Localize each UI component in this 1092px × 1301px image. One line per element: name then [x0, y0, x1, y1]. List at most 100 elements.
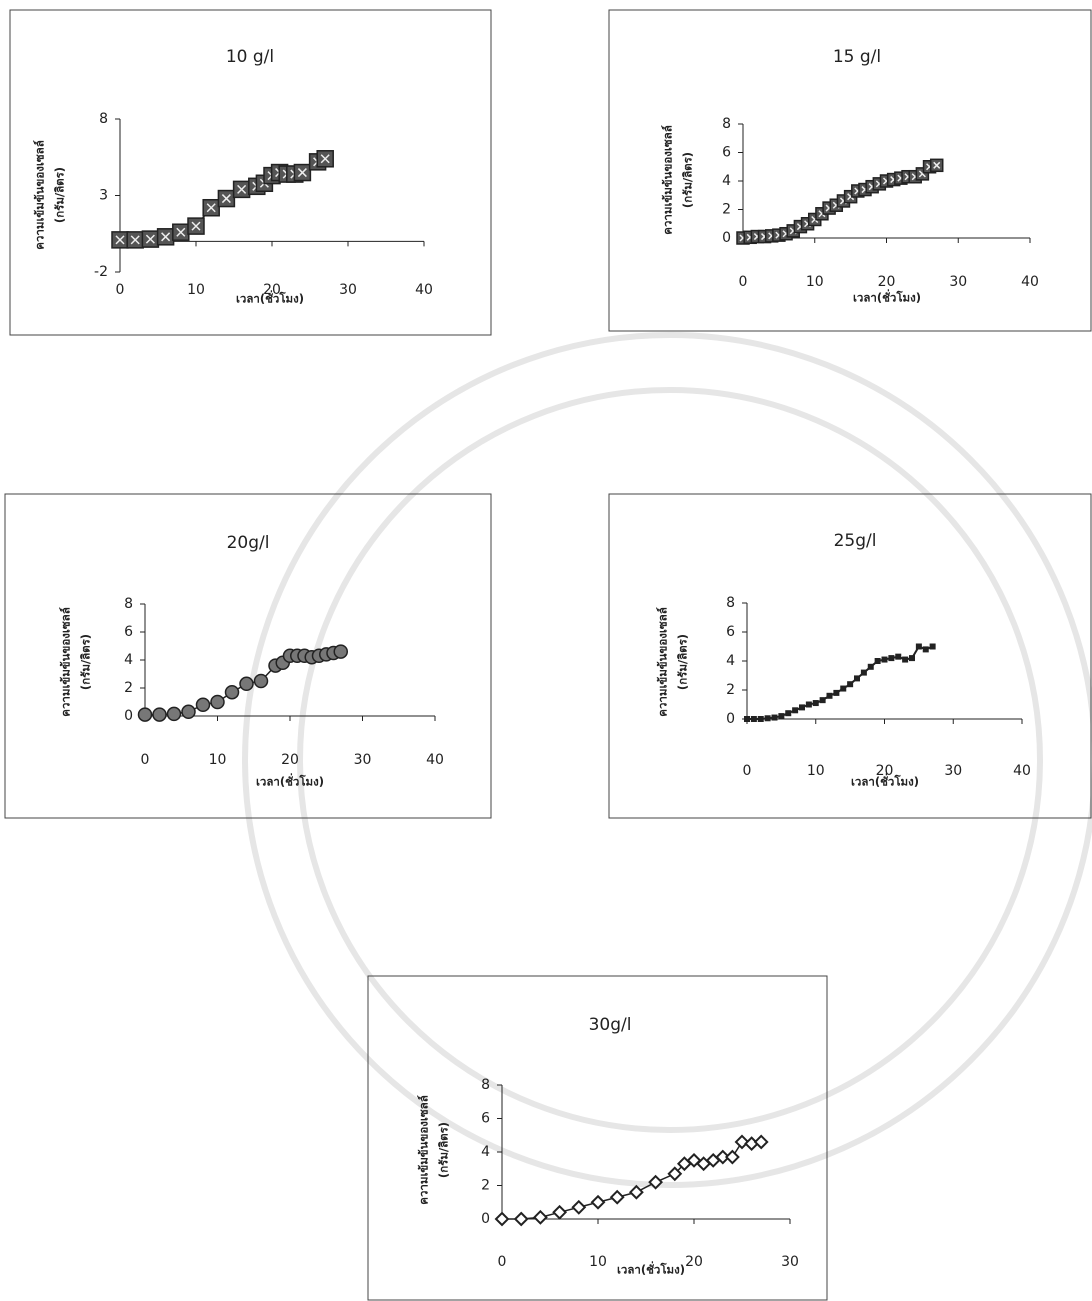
- marker: [234, 181, 250, 197]
- marker: [142, 231, 158, 247]
- y-tick-label: 2: [481, 1178, 490, 1194]
- marker: [895, 654, 901, 660]
- y-tick-label: 0: [726, 711, 735, 727]
- y-tick-label: 2: [722, 202, 731, 218]
- marker: [203, 200, 219, 216]
- marker: [758, 716, 764, 722]
- marker: [515, 1213, 527, 1225]
- x-tick-label: 0: [743, 763, 752, 779]
- marker: [554, 1206, 566, 1218]
- marker: [611, 1191, 623, 1203]
- y-tick-label: 6: [722, 145, 731, 161]
- y-axis-unit: (กรัม/ลิตร): [79, 634, 93, 690]
- y-tick-label: 4: [722, 173, 731, 189]
- marker: [755, 1136, 767, 1148]
- chart: 15 g/l ความเข้มข้นของเซลล์ (กรัม/ลิตร) เวลา…: [609, 10, 1091, 331]
- y-tick-label: 6: [726, 624, 735, 640]
- x-tick-label: 0: [116, 282, 125, 298]
- x-tick-label: 0: [141, 752, 150, 768]
- marker: [827, 693, 833, 699]
- x-tick-label: 30: [949, 274, 967, 290]
- y-axis-unit: (กรัม/ลิตร): [681, 152, 695, 208]
- chart: 25g/lความเข้มข้นของเซลล์(กรัม/ลิตร)เวลา(…: [609, 494, 1091, 818]
- x-tick-label: 30: [354, 752, 372, 768]
- marker: [630, 1186, 642, 1198]
- y-tick-label: 2: [726, 682, 735, 698]
- x-tick-label: 30: [339, 282, 357, 298]
- marker: [931, 159, 943, 171]
- marker: [909, 655, 915, 661]
- x-tick-label: 10: [806, 274, 824, 290]
- marker: [792, 707, 798, 713]
- x-tick-label: 20: [685, 1254, 703, 1270]
- marker: [112, 232, 128, 248]
- y-axis-label: ความเข้มข้นของเซลล์: [33, 140, 47, 250]
- x-tick-label: 30: [944, 763, 962, 779]
- y-axis-label: ความเข้มข้นของเซลล์: [59, 607, 73, 717]
- marker: [806, 702, 812, 708]
- marker: [726, 1151, 738, 1163]
- page: 10 g/l ความเข้มข้นของเซลล์ (กรัม/ลิตร) เวลา…: [0, 0, 1092, 1301]
- marker: [255, 675, 268, 688]
- marker: [240, 677, 253, 690]
- y-tick-label: 0: [722, 230, 731, 246]
- x-tick-label: 20: [876, 763, 894, 779]
- marker: [173, 224, 189, 240]
- marker: [168, 707, 181, 720]
- y-tick-label: 8: [124, 596, 133, 612]
- y-axis-unit: (กรัม/ลิตร): [437, 1122, 451, 1178]
- marker: [868, 664, 874, 670]
- marker: [930, 644, 936, 650]
- marker: [127, 232, 143, 248]
- x-tick-label: 30: [781, 1254, 799, 1270]
- y-tick-label: 0: [481, 1211, 490, 1227]
- marker: [833, 690, 839, 696]
- marker: [197, 698, 210, 711]
- chart-title: 10 g/l: [226, 47, 274, 67]
- y-tick-label: 8: [726, 595, 735, 611]
- y-tick-label: 4: [124, 652, 133, 668]
- marker: [875, 658, 881, 664]
- watermark-ring: [300, 390, 1040, 1130]
- marker: [534, 1211, 546, 1223]
- marker: [226, 686, 239, 699]
- marker: [847, 681, 853, 687]
- watermark: [245, 335, 1092, 1185]
- x-tick-label: 40: [415, 282, 433, 298]
- y-tick-label: 6: [481, 1111, 490, 1127]
- x-tick-label: 0: [498, 1254, 507, 1270]
- x-axis-label: เวลา(ชั่วโมง): [853, 289, 921, 305]
- chart-title: 25g/l: [834, 531, 877, 551]
- marker: [772, 715, 778, 721]
- y-axis-unit: (กรัม/ลิตร): [53, 167, 67, 223]
- watermark-ring: [245, 335, 1092, 1185]
- x-tick-label: 40: [426, 752, 444, 768]
- marker: [778, 713, 784, 719]
- marker: [592, 1196, 604, 1208]
- marker: [902, 657, 908, 663]
- x-tick-label: 40: [1021, 274, 1039, 290]
- y-tick-label: 0: [124, 708, 133, 724]
- x-axis-label: เวลา(ชั่วโมง): [617, 1261, 685, 1277]
- chart-title: 30g/l: [589, 1015, 632, 1035]
- y-axis-label: ความเข้มข้นของเซลล์: [661, 125, 675, 235]
- marker: [496, 1213, 508, 1225]
- y-axis-label: ความเข้มข้นของเซลล์: [656, 607, 670, 717]
- marker: [294, 165, 310, 181]
- marker: [139, 708, 152, 721]
- marker: [211, 696, 224, 709]
- x-tick-label: 20: [281, 752, 299, 768]
- x-tick-label: 20: [263, 282, 281, 298]
- x-tick-label: 10: [807, 763, 825, 779]
- chart: 10 g/lความเข้มข้นของเซลล์(กรัม/ลิตร)เวลา…: [10, 10, 491, 335]
- y-tick-label: 8: [99, 111, 108, 127]
- marker: [861, 670, 867, 676]
- chart-title: 15 g/l: [833, 47, 881, 67]
- chart: 30g/lความเข้มข้นของเซลล์(กรัม/ลิตร)เวลา(…: [368, 976, 827, 1300]
- marker: [182, 705, 195, 718]
- y-tick-label: -2: [94, 264, 108, 280]
- marker: [888, 655, 894, 661]
- y-tick-label: 8: [481, 1077, 490, 1093]
- marker: [916, 644, 922, 650]
- marker: [765, 715, 771, 721]
